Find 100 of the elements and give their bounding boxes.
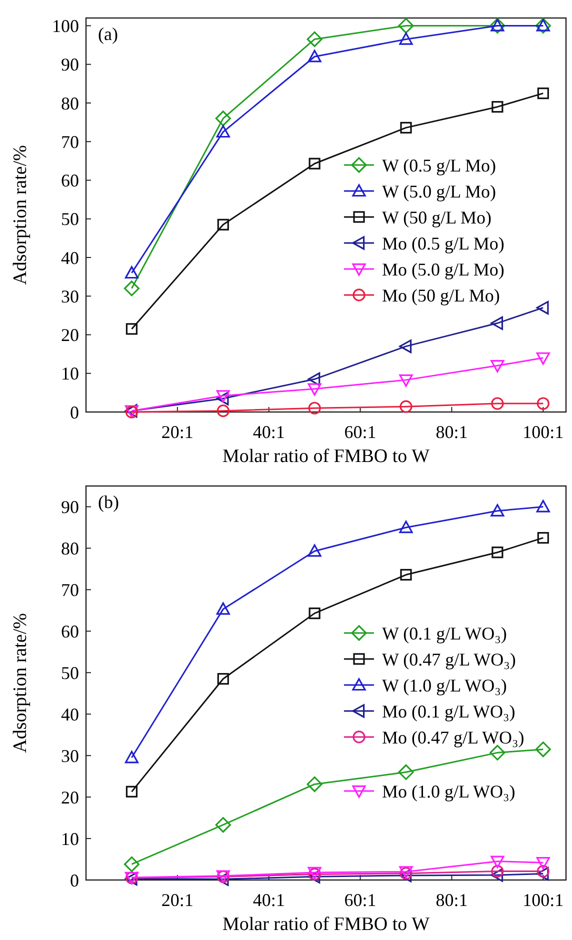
y-tick-label: 80 — [61, 538, 79, 559]
y-tick-label: 10 — [61, 828, 79, 849]
point — [399, 32, 413, 45]
y-tick-label: 90 — [61, 54, 79, 75]
point — [490, 316, 504, 330]
annotation: (a) — [98, 24, 118, 44]
point — [536, 856, 550, 870]
point — [490, 360, 504, 372]
point — [537, 532, 549, 544]
y-tick-label: 30 — [61, 746, 79, 766]
y-tick-label: 0 — [70, 870, 79, 890]
y-tick-label: 70 — [61, 580, 79, 600]
x-tick-label: 60:1 — [344, 422, 376, 442]
point — [308, 383, 322, 396]
point — [536, 866, 549, 881]
point — [126, 323, 138, 335]
x-tick-label: 80:1 — [436, 890, 468, 910]
x-tick-label: 100:1 — [522, 422, 564, 442]
point — [308, 608, 320, 620]
point — [536, 500, 550, 512]
x-tick-label: 40:1 — [252, 890, 285, 910]
point — [306, 31, 322, 48]
point — [535, 742, 551, 758]
point — [399, 340, 412, 354]
y-tick-label: 40 — [61, 704, 79, 724]
y-tick-label: 10 — [61, 364, 79, 384]
y-tick-label: 70 — [61, 132, 79, 152]
x-tick-label: 20:1 — [161, 422, 194, 442]
y-axis-title: Adsorption rate/% — [10, 612, 31, 753]
point — [308, 158, 320, 170]
legend-label: Mo (0.5 g/L Mo) — [382, 233, 504, 254]
point — [536, 300, 549, 315]
point — [126, 786, 138, 798]
legend-label: W (0.5 g/L Mo) — [382, 155, 496, 176]
point — [400, 568, 412, 581]
point — [492, 546, 504, 558]
point — [215, 817, 231, 833]
legend-label: W (0.1 g/L WO₃) — [382, 623, 507, 644]
y-tick-label: 20 — [61, 325, 79, 346]
point — [490, 856, 504, 868]
y-axis-title: Adsorption rate/% — [10, 144, 31, 285]
legend-label: W (5.0 g/L Mo) — [382, 181, 496, 202]
legend-label: Mo (0.1 g/L WO₃) — [382, 701, 516, 722]
point — [216, 602, 230, 615]
point — [124, 280, 140, 296]
y-tick-label: 50 — [61, 209, 79, 230]
point — [537, 88, 549, 100]
point — [308, 544, 322, 557]
point — [491, 864, 504, 878]
x-tick-label: 40:1 — [252, 422, 285, 442]
point — [400, 122, 412, 134]
point — [217, 218, 229, 230]
y-tick-label: 30 — [61, 286, 79, 306]
point — [492, 101, 504, 113]
point — [536, 352, 550, 365]
point — [491, 397, 504, 410]
point — [216, 125, 230, 138]
point — [215, 110, 231, 126]
x-tick-label: 80:1 — [436, 422, 468, 442]
y-tick-label: 100 — [52, 16, 79, 36]
x-axis-title: Molar ratio of FMBO to W — [222, 914, 430, 935]
annotation: (b) — [98, 492, 119, 512]
point — [398, 764, 414, 780]
y-tick-label: 0 — [70, 402, 79, 422]
point — [308, 402, 321, 414]
x-tick-label: 60:1 — [344, 890, 376, 910]
y-tick-label: 40 — [61, 248, 79, 268]
legend-label: Mo (1.0 g/L WO₃) — [382, 781, 516, 802]
point — [536, 397, 550, 410]
x-tick-label: 20:1 — [161, 890, 194, 910]
point — [217, 673, 229, 685]
legend-label: Mo (0.47 g/L WO₃) — [382, 727, 524, 748]
point — [490, 868, 504, 882]
legend-label: Mo (50 g/L Mo) — [382, 285, 500, 306]
point — [400, 400, 412, 413]
legend-label: W (50 g/L Mo) — [382, 207, 492, 228]
point — [536, 864, 550, 878]
y-tick-label: 60 — [61, 621, 79, 642]
x-tick-label: 100:1 — [522, 890, 564, 910]
y-tick-label: 80 — [61, 93, 79, 114]
point — [398, 18, 414, 34]
legend-label: W (0.47 g/L WO₃) — [382, 649, 516, 670]
point — [216, 404, 230, 418]
point — [308, 372, 320, 386]
point — [124, 266, 139, 279]
x-axis-title: Molar ratio of FMBO to W — [222, 446, 430, 467]
y-tick-label: 20 — [61, 787, 79, 808]
point — [308, 50, 322, 62]
legend-label: W (1.0 g/L WO₃) — [382, 675, 507, 696]
point — [216, 390, 230, 403]
point — [399, 374, 413, 387]
y-tick-label: 90 — [61, 497, 79, 518]
point — [124, 750, 139, 764]
legend-label: Mo (5.0 g/L Mo) — [382, 259, 504, 280]
y-tick-label: 60 — [61, 170, 79, 191]
point — [490, 504, 504, 516]
y-tick-label: 50 — [61, 662, 79, 683]
point — [399, 520, 413, 534]
point — [306, 776, 322, 792]
point — [124, 856, 140, 872]
